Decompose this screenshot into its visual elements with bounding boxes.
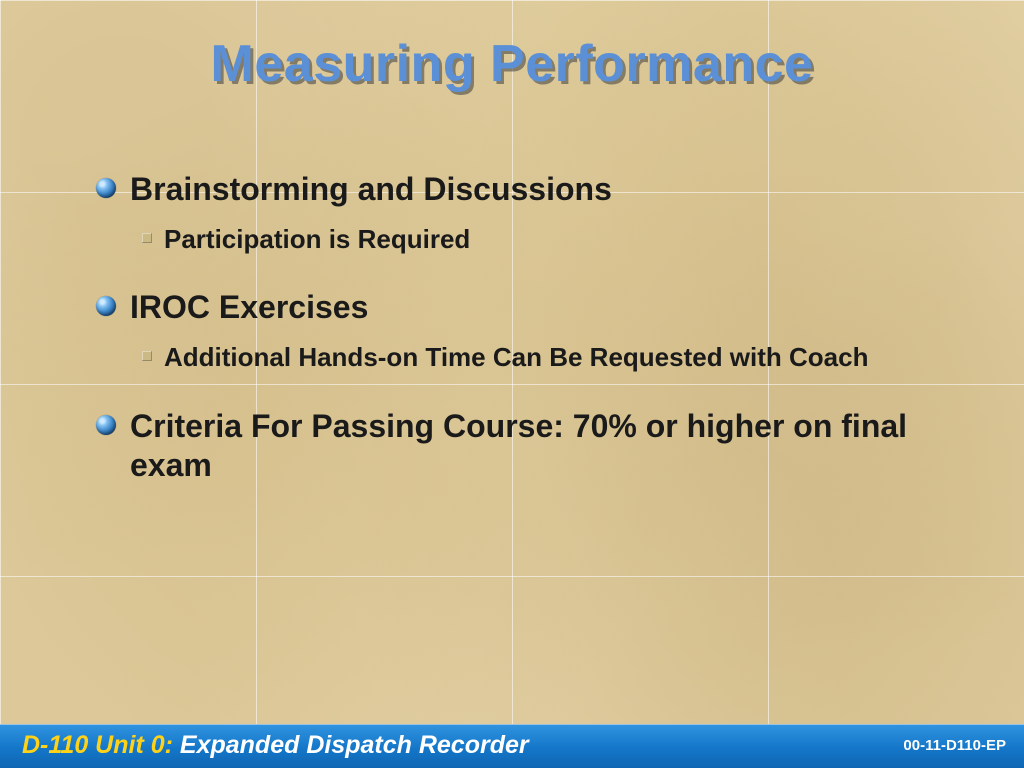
slide-title-face: Measuring Performance [0,34,1024,94]
square-bullet-icon [142,351,152,361]
bullet-level1-text: Criteria For Passing Course: 70% or high… [130,407,954,485]
bullet-level1: IROC Exercises [96,288,954,327]
bullet-level1-text: Brainstorming and Discussions [130,170,612,209]
bullet-level2: Additional Hands-on Time Can Be Requeste… [142,341,954,374]
sphere-bullet-icon [96,415,116,435]
slide: Measuring Performance Measuring Performa… [0,0,1024,768]
slide-title: Measuring Performance Measuring Performa… [0,34,1024,94]
footer-unit-label: D-110 Unit 0: [22,731,173,759]
square-bullet-icon [142,233,152,243]
slide-content: Measuring Performance Measuring Performa… [0,0,1024,768]
footer-course-name: Expanded Dispatch Recorder [173,731,529,759]
bullet-level1: Brainstorming and Discussions [96,170,954,209]
sphere-bullet-icon [96,178,116,198]
footer-left: D-110 Unit 0: Expanded Dispatch Recorder [22,731,529,760]
slide-footer: D-110 Unit 0: Expanded Dispatch Recorder… [0,724,1024,768]
bullet-level2-text: Participation is Required [164,223,470,256]
sphere-bullet-icon [96,296,116,316]
bullet-level1-text: IROC Exercises [130,288,368,327]
slide-body: Brainstorming and Discussions Participati… [96,170,954,485]
footer-slide-code: 00-11-D110-EP [903,737,1006,754]
bullet-level2-text: Additional Hands-on Time Can Be Requeste… [164,341,868,374]
bullet-level2: Participation is Required [142,223,954,256]
bullet-level1: Criteria For Passing Course: 70% or high… [96,407,954,485]
